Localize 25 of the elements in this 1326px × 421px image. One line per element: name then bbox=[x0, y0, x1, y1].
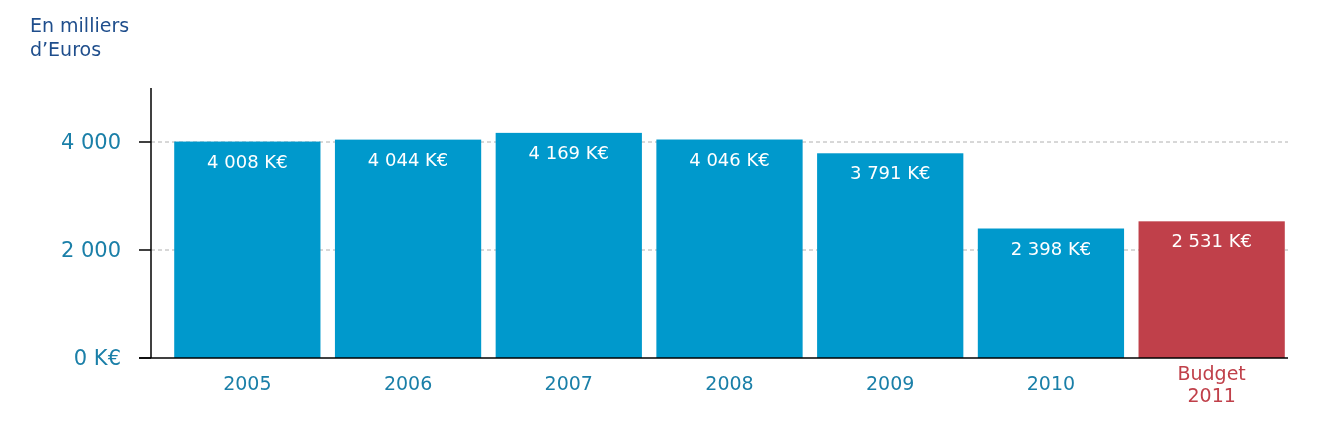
data-label: 2 531 K€ bbox=[1171, 230, 1252, 252]
x-tick-label: Budget 2011 bbox=[1177, 362, 1246, 406]
bar bbox=[495, 132, 642, 358]
data-label: 4 044 K€ bbox=[367, 148, 449, 170]
data-label: 4 046 K€ bbox=[689, 148, 770, 170]
data-label: 2 398 K€ bbox=[1010, 237, 1092, 259]
data-label: 4 008 K€ bbox=[207, 150, 288, 172]
x-tick-label: 2009 bbox=[866, 372, 915, 394]
bar bbox=[334, 139, 482, 358]
data-label: 4 169 K€ bbox=[528, 141, 610, 163]
x-tick-label: 2010 bbox=[1026, 372, 1076, 394]
y-tick-label: 2 000 bbox=[60, 238, 121, 263]
x-tick-label: 2008 bbox=[705, 372, 754, 394]
y-axis-title: En milliers d’Euros bbox=[30, 14, 130, 60]
bar bbox=[977, 228, 1125, 358]
bar bbox=[656, 139, 803, 358]
bar bbox=[1138, 221, 1285, 358]
bar bbox=[174, 141, 321, 358]
bar bbox=[817, 153, 964, 358]
data-label: 3 791 K€ bbox=[849, 162, 931, 184]
y-tick-label: 4 000 bbox=[60, 130, 121, 155]
x-tick-label: 2007 bbox=[544, 372, 593, 394]
y-tick-label: 0 K€ bbox=[73, 346, 121, 371]
x-tick-label: 2005 bbox=[223, 372, 272, 394]
x-tick-label: 2006 bbox=[383, 372, 433, 394]
